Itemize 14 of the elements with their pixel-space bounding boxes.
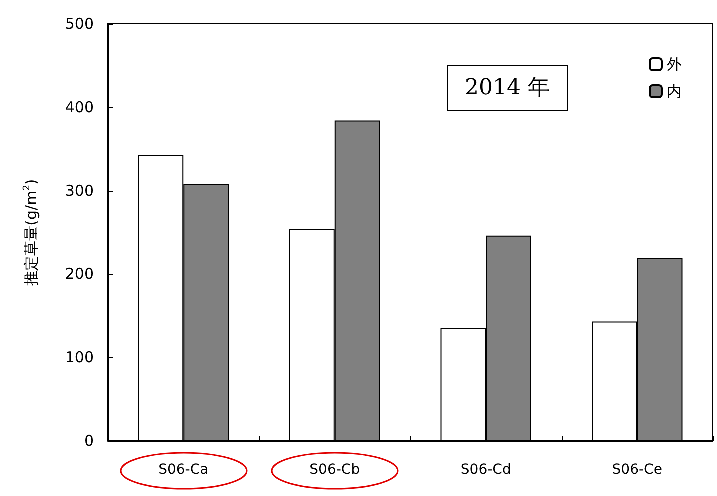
y-tick-label: 0 <box>84 432 94 450</box>
y-tick-label: 200 <box>65 265 94 284</box>
y-tick-label: 400 <box>65 98 94 116</box>
legend-label: 内 <box>667 82 682 100</box>
y-tick-label: 300 <box>65 182 94 200</box>
annotation: 2014 年 <box>465 76 550 100</box>
x-tick-label: S06-Cb <box>310 462 360 478</box>
legend-label: 外 <box>667 56 682 74</box>
y-tick-label: 500 <box>65 15 94 33</box>
x-tick-label: S06-Ca <box>158 462 209 478</box>
y-axis-title: 推定草量(g/m2) <box>22 179 40 286</box>
x-tick-label: S06-Cd <box>460 462 512 478</box>
x-tick-label: S06-Ce <box>612 462 662 478</box>
y-tick-label: 100 <box>65 348 94 367</box>
